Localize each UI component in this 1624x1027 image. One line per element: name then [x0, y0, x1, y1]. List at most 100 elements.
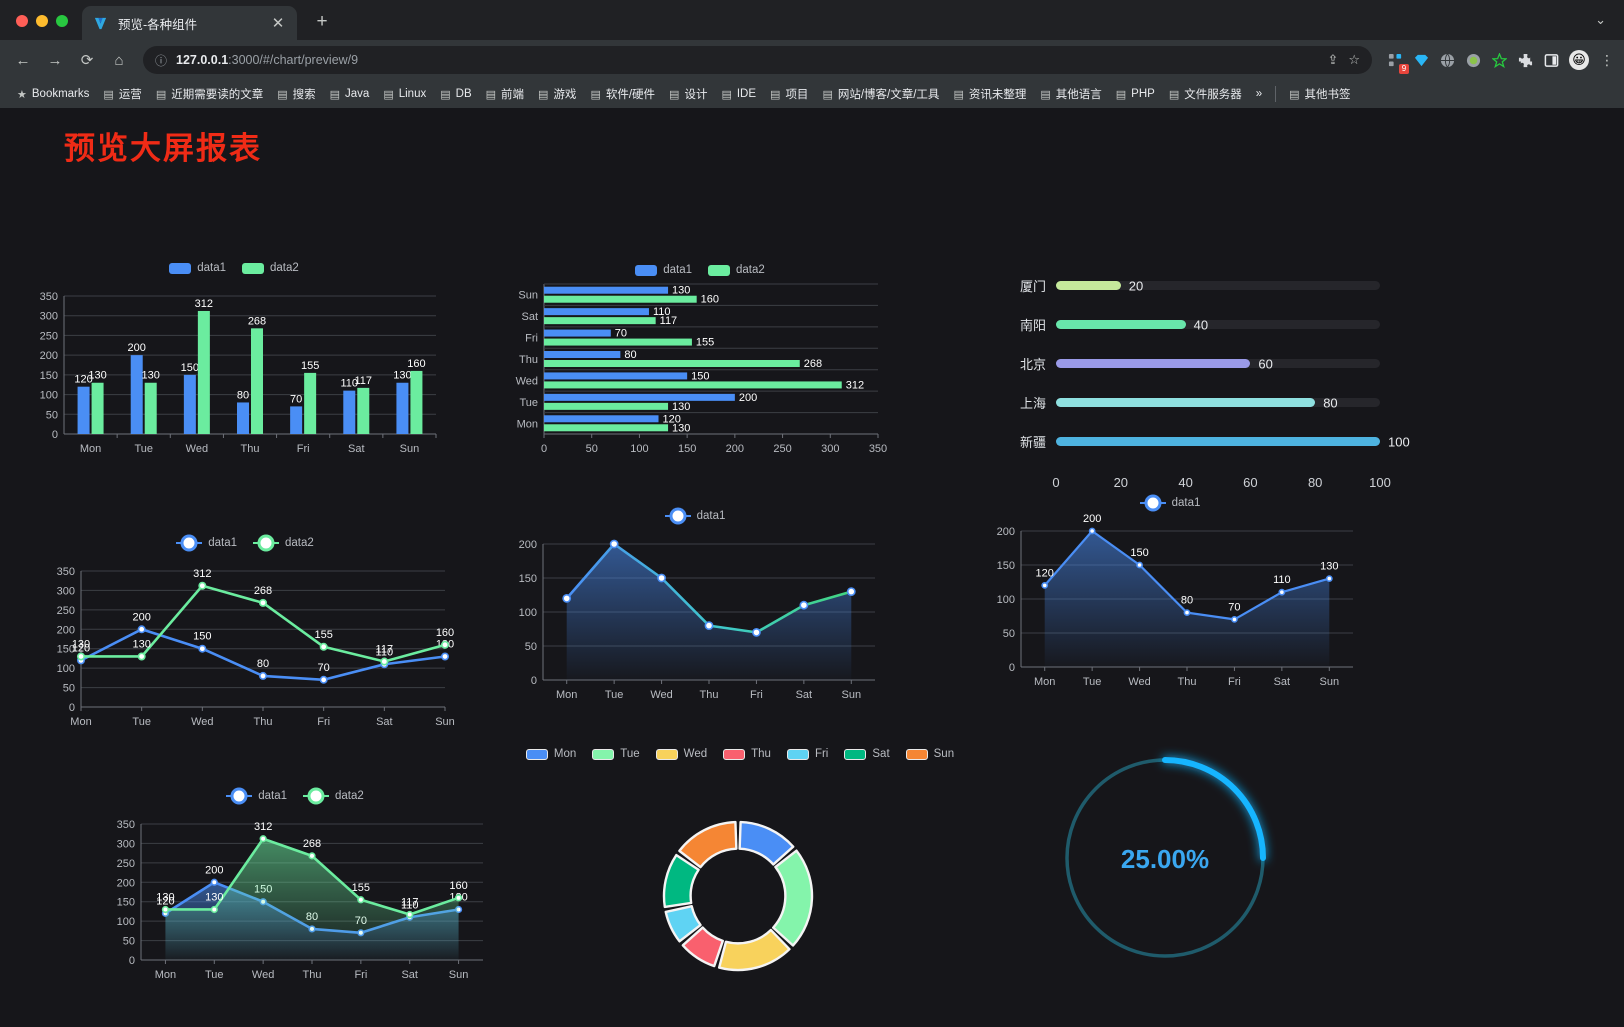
legend-item[interactable]: data1: [169, 262, 226, 274]
progress-track[interactable]: 100: [1056, 434, 1410, 449]
globe-extension-icon[interactable]: [1439, 52, 1456, 69]
close-icon[interactable]: ✕: [271, 14, 285, 32]
chart-progress-bars[interactable]: 厦门 20 南阳 40 北京 60 上海 80 新疆 100 0 20 40 60 80 100: [1000, 266, 1410, 506]
chart-gauge[interactable]: 25.00%: [1040, 736, 1290, 986]
bookmark-folder[interactable]: ▤ Linux: [376, 85, 433, 104]
legend-item[interactable]: data2: [242, 262, 299, 274]
progress-row[interactable]: 新疆 100: [1000, 422, 1410, 461]
bookmark-folder[interactable]: ▤ DB: [433, 85, 478, 104]
legend-area-single[interactable]: data1: [975, 497, 1365, 509]
svg-text:Sun: Sun: [841, 689, 861, 701]
bookmark-folder[interactable]: ▤ 设计: [662, 83, 714, 105]
home-button[interactable]: ⌂: [114, 51, 124, 69]
bookmark-folder[interactable]: ▤ 搜索: [270, 83, 322, 105]
chart-area-dual[interactable]: data1 data2 0 50 100 150 200 250 300 350 Mon Tue We…: [95, 786, 495, 1001]
svg-text:130: 130: [132, 638, 150, 650]
svg-text:Tue: Tue: [132, 716, 151, 728]
legend-line-dual[interactable]: data1 data2: [35, 537, 455, 549]
bookmarks-overflow-button[interactable]: »: [1255, 88, 1263, 100]
diamond-extension-icon[interactable]: [1413, 52, 1430, 69]
legend-item[interactable]: data1: [664, 510, 725, 522]
bookmark-folder[interactable]: ▤ 游戏: [531, 83, 583, 105]
svg-text:268: 268: [804, 358, 822, 370]
legend-item[interactable]: data1: [226, 790, 287, 802]
progress-row[interactable]: 南阳 40: [1000, 305, 1380, 344]
bookmark-folder[interactable]: ▤ 项目: [763, 83, 815, 105]
progress-track[interactable]: 60: [1056, 356, 1380, 371]
legend-item[interactable]: data2: [708, 264, 765, 276]
chart-line-dual[interactable]: data1 data2 0 50 100 150 200 250 300 350 Mon Tue We…: [35, 533, 455, 748]
legend-swatch: [905, 748, 928, 760]
bookmark-folder[interactable]: ▤ IDE: [714, 85, 763, 104]
legend-item[interactable]: data2: [253, 537, 314, 549]
bar: [77, 386, 90, 434]
bookmark-star-icon[interactable]: ☆: [1348, 52, 1360, 67]
puzzle-extension-icon[interactable]: 9: [1387, 52, 1409, 74]
legend-item[interactable]: Mon: [525, 748, 576, 760]
progress-row[interactable]: 厦门 20: [1000, 266, 1380, 305]
chevron-down-icon[interactable]: ⌄: [1595, 12, 1606, 27]
browser-tab[interactable]: 预览-各种组件 ✕: [82, 6, 297, 40]
legend-item[interactable]: data1: [635, 264, 692, 276]
progress-track[interactable]: 80: [1056, 395, 1380, 410]
avatar[interactable]: 😀: [1569, 50, 1589, 70]
browser-menu-icon[interactable]: ⋮: [1600, 51, 1614, 68]
legend-donut[interactable]: Mon Tue Wed Thu Fri Sat Sun: [525, 748, 954, 760]
progress-track[interactable]: 20: [1056, 278, 1380, 293]
progress-row[interactable]: 北京 60: [1000, 344, 1380, 383]
reload-button[interactable]: ⟳: [80, 52, 94, 69]
circle-extension-icon[interactable]: [1465, 52, 1482, 69]
window-controls[interactable]: [0, 15, 82, 40]
bookmark-folder[interactable]: ▤ 近期需要读的文章: [149, 83, 270, 105]
svg-text:Tue: Tue: [134, 443, 153, 455]
svg-text:Wed: Wed: [252, 969, 274, 981]
bookmark-folder[interactable]: ▤ 其他语言: [1033, 83, 1108, 105]
bookmarks-root[interactable]: ★ Bookmarks: [10, 85, 96, 104]
legend-bar-vertical[interactable]: data1 data2: [24, 262, 444, 274]
maximize-window-button[interactable]: [56, 15, 68, 27]
legend-item[interactable]: Sat: [844, 748, 890, 760]
legend-item[interactable]: Fri: [786, 748, 828, 760]
address-bar[interactable]: ⓘ 127.0.0.1:3000/#/chart/preview/9 ⇪ ☆: [143, 46, 1372, 74]
legend-item[interactable]: Thu: [723, 748, 771, 760]
progress-row[interactable]: 上海 80: [1000, 383, 1380, 422]
bookmark-folder[interactable]: ▤ 运营: [96, 83, 148, 105]
legend-item[interactable]: Wed: [655, 748, 707, 760]
sidepanel-icon[interactable]: [1543, 52, 1560, 69]
bookmark-folder[interactable]: ▤ 前端: [479, 83, 531, 105]
chart-bar-vertical[interactable]: data1 data2 0 50 100 150 200 250 300 350 120 130 Mo…: [24, 258, 444, 478]
legend-line-gradient[interactable]: data1: [495, 510, 895, 522]
legend-item[interactable]: Tue: [592, 748, 640, 760]
jigsaw-extension-icon[interactable]: [1517, 52, 1534, 69]
back-button[interactable]: ←: [15, 51, 31, 69]
chart-area-single[interactable]: data1 0 50 100 150 200 Mon Tue Wed Thu Fri Sat Sun 1…: [975, 493, 1365, 708]
forward-button[interactable]: →: [47, 51, 63, 69]
legend-area-dual[interactable]: data1 data2: [95, 790, 495, 802]
progress-track[interactable]: 40: [1056, 317, 1380, 332]
svg-text:110: 110: [401, 899, 419, 911]
bookmark-folder[interactable]: ▤ 软件/硬件: [583, 83, 662, 105]
bookmark-folder[interactable]: ▤ 资讯未整理: [946, 83, 1033, 105]
share-icon[interactable]: ⇪: [1327, 52, 1339, 67]
legend-bar-horizontal[interactable]: data1 data2: [500, 264, 900, 276]
bookmark-folder[interactable]: ▤ 网站/博客/文章/工具: [815, 83, 946, 105]
chart-bar-horizontal[interactable]: data1 data2 0 50 100 150 200 250 300 350 130 160 Su…: [500, 260, 900, 480]
progress-fill: [1056, 398, 1316, 407]
new-tab-button[interactable]: +: [316, 11, 328, 32]
legend-item[interactable]: data2: [303, 790, 364, 802]
svg-text:80: 80: [237, 389, 249, 401]
close-window-button[interactable]: [16, 15, 28, 27]
legend-item[interactable]: data1: [176, 537, 237, 549]
legend-item[interactable]: data1: [1139, 497, 1200, 509]
minimize-window-button[interactable]: [36, 15, 48, 27]
site-info-icon[interactable]: ⓘ: [155, 53, 168, 68]
legend-item[interactable]: Sun: [905, 748, 954, 760]
other-bookmarks-folder[interactable]: ▤ 其他书签: [1282, 83, 1357, 105]
star-extension-icon[interactable]: [1491, 52, 1508, 69]
bookmark-folder[interactable]: ▤ 文件服务器: [1162, 83, 1249, 105]
bookmark-folder[interactable]: ▤ PHP: [1109, 85, 1162, 104]
chart-line-gradient[interactable]: data1 0 50 100 150 200 Mon Tue Wed Thu Fri Sat Sun: [495, 506, 895, 721]
chart-donut[interactable]: Mon Tue Wed Thu Fri Sat Sun: [525, 748, 954, 998]
svg-text:155: 155: [314, 629, 332, 641]
bookmark-folder[interactable]: ▤ Java: [323, 85, 377, 104]
